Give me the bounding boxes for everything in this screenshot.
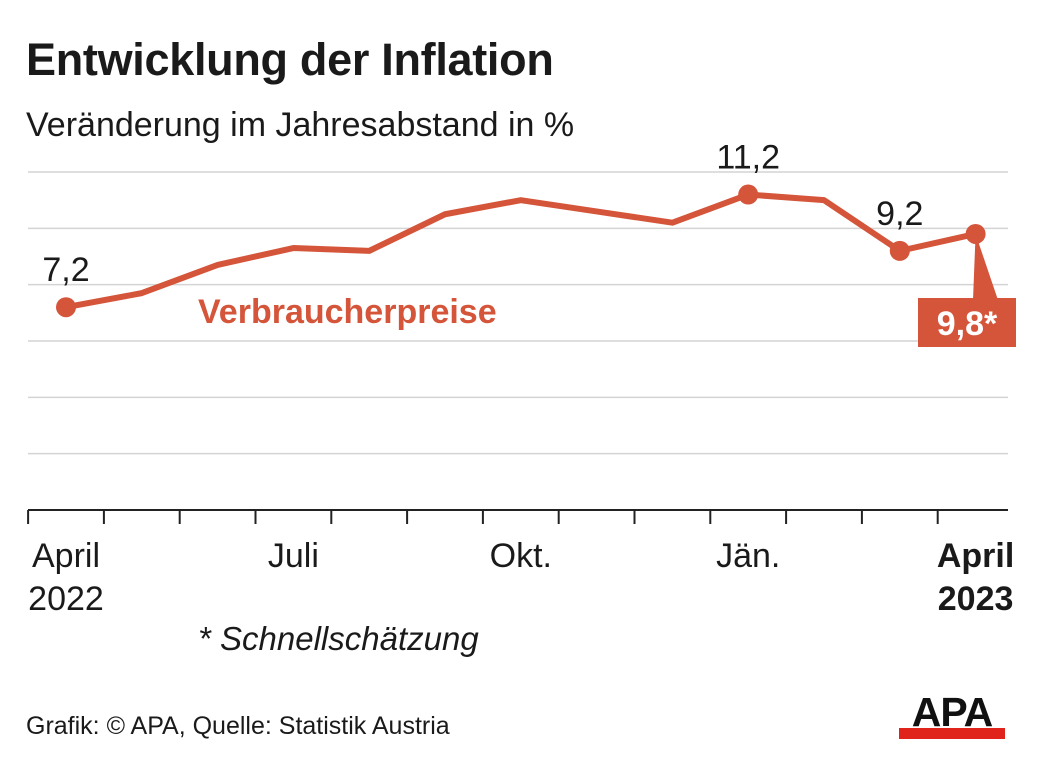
x-tick-label: April — [32, 537, 100, 575]
data-point-marker — [889, 240, 910, 261]
highlight-badge — [918, 298, 1016, 347]
apa-logo: APA — [899, 692, 1005, 739]
logo-bar — [899, 728, 1005, 739]
series-label: Verbraucherpreise — [198, 293, 497, 331]
data-point-marker — [738, 184, 759, 205]
x-tick-label-year: 2022 — [28, 580, 104, 618]
chart-title: Entwicklung der Inflation — [26, 34, 554, 85]
data-label: 11,2 — [716, 139, 780, 177]
callout-pointer — [973, 233, 998, 300]
logo-text: APA — [912, 692, 993, 735]
x-tick-label: Jän. — [716, 537, 780, 575]
data-label: 9,2 — [876, 195, 923, 233]
x-tick-label: April — [937, 537, 1014, 575]
source-credit: Grafik: © APA, Quelle: Statistik Austria — [26, 712, 450, 740]
x-tick-label: Juli — [268, 537, 319, 575]
chart-subtitle: Veränderung im Jahresabstand in % — [26, 106, 575, 144]
x-tick-label: Okt. — [490, 537, 552, 575]
x-tick-label-year: 2023 — [938, 580, 1014, 618]
series-line-verbraucherpreise — [63, 191, 979, 311]
highlight-value: 9,8* — [937, 305, 998, 343]
footnote: * Schnellschätzung — [198, 620, 479, 657]
data-point-marker — [56, 297, 76, 318]
data-label: 7,2 — [42, 251, 89, 289]
